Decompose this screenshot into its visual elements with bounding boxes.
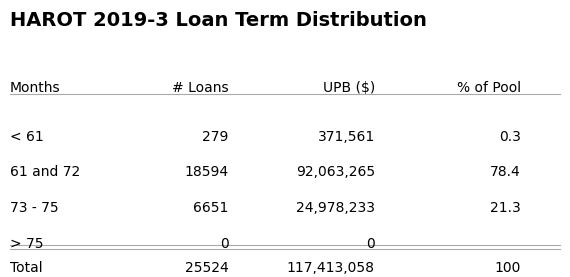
Text: UPB ($): UPB ($) <box>323 81 375 95</box>
Text: 117,413,058: 117,413,058 <box>287 261 375 275</box>
Text: > 75: > 75 <box>10 237 43 251</box>
Text: 371,561: 371,561 <box>317 130 375 144</box>
Text: 92,063,265: 92,063,265 <box>296 165 375 179</box>
Text: 6651: 6651 <box>193 201 229 215</box>
Text: 100: 100 <box>495 261 521 275</box>
Text: 18594: 18594 <box>185 165 229 179</box>
Text: Months: Months <box>10 81 60 95</box>
Text: 279: 279 <box>202 130 229 144</box>
Text: 61 and 72: 61 and 72 <box>10 165 80 179</box>
Text: < 61: < 61 <box>10 130 43 144</box>
Text: % of Pool: % of Pool <box>457 81 521 95</box>
Text: 25524: 25524 <box>185 261 229 275</box>
Text: HAROT 2019-3 Loan Term Distribution: HAROT 2019-3 Loan Term Distribution <box>10 11 427 30</box>
Text: 21.3: 21.3 <box>490 201 521 215</box>
Text: Total: Total <box>10 261 42 275</box>
Text: 0.3: 0.3 <box>499 130 521 144</box>
Text: 0: 0 <box>220 237 229 251</box>
Text: # Loans: # Loans <box>172 81 229 95</box>
Text: 78.4: 78.4 <box>490 165 521 179</box>
Text: 0: 0 <box>366 237 375 251</box>
Text: 24,978,233: 24,978,233 <box>296 201 375 215</box>
Text: 73 - 75: 73 - 75 <box>10 201 58 215</box>
